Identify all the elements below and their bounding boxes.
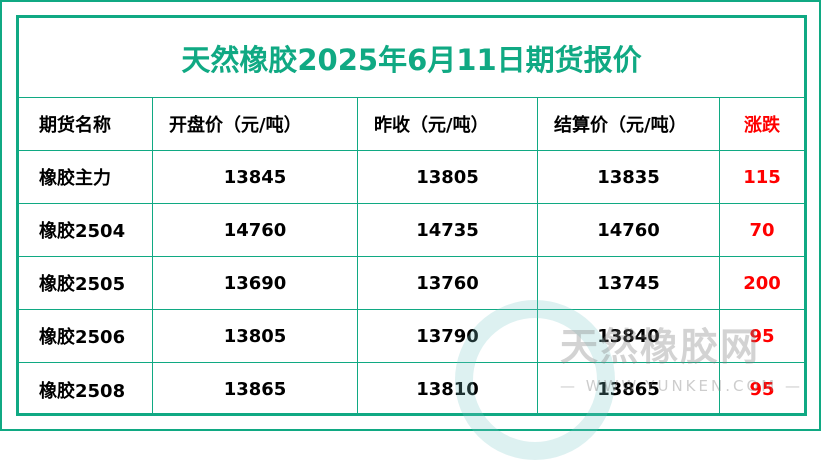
- table-cell: 13840: [538, 310, 720, 362]
- table-cell: 橡胶2504: [19, 204, 153, 256]
- table-cell: 95: [749, 325, 775, 347]
- outer-frame: [0, 0, 821, 431]
- table-cell: 200: [743, 272, 781, 294]
- table-cell: 橡胶主力: [19, 151, 153, 203]
- table-cell: 13805: [153, 310, 358, 362]
- table-cell: 70: [749, 219, 775, 241]
- table-cell: 13865: [538, 363, 720, 416]
- table-cell: 橡胶2508: [19, 363, 153, 416]
- table-cell: 13760: [358, 257, 538, 309]
- table-row: 橡胶2506 13805 13790 13840 95: [19, 310, 804, 363]
- table-cell: 13745: [538, 257, 720, 309]
- table-cell: 13810: [358, 363, 538, 416]
- table-row: 橡胶主力 13845 13805 13835 115: [19, 151, 804, 204]
- column-header: 期货名称: [19, 98, 153, 150]
- table-cell: 13805: [358, 151, 538, 203]
- price-table: 天然橡胶2025年6月11日期货报价 期货名称 开盘价（元/吨） 昨收（元/吨） 结算…: [16, 15, 807, 416]
- table-cell: 14735: [358, 204, 538, 256]
- table-cell: 14760: [153, 204, 358, 256]
- column-header: 涨跌: [744, 115, 780, 136]
- table-row: 橡胶2508 13865 13810 13865 95: [19, 363, 804, 416]
- table-cell: 13835: [538, 151, 720, 203]
- table-cell: 13790: [358, 310, 538, 362]
- table-cell: 13865: [153, 363, 358, 416]
- table-row: 橡胶2505 13690 13760 13745 200: [19, 257, 804, 310]
- table-title: 天然橡胶2025年6月11日期货报价: [19, 18, 804, 98]
- column-header: 结算价（元/吨）: [538, 98, 720, 150]
- table-cell: 14760: [538, 204, 720, 256]
- table-cell: 115: [743, 166, 781, 188]
- column-header: 昨收（元/吨）: [358, 98, 538, 150]
- table-cell: 橡胶2506: [19, 310, 153, 362]
- header-row: 期货名称 开盘价（元/吨） 昨收（元/吨） 结算价（元/吨） 涨跌: [19, 98, 804, 151]
- table-cell: 橡胶2505: [19, 257, 153, 309]
- table-cell: 13845: [153, 151, 358, 203]
- table-cell: 95: [749, 379, 775, 400]
- table-cell: 13690: [153, 257, 358, 309]
- column-header: 开盘价（元/吨）: [153, 98, 358, 150]
- table-row: 橡胶2504 14760 14735 14760 70: [19, 204, 804, 257]
